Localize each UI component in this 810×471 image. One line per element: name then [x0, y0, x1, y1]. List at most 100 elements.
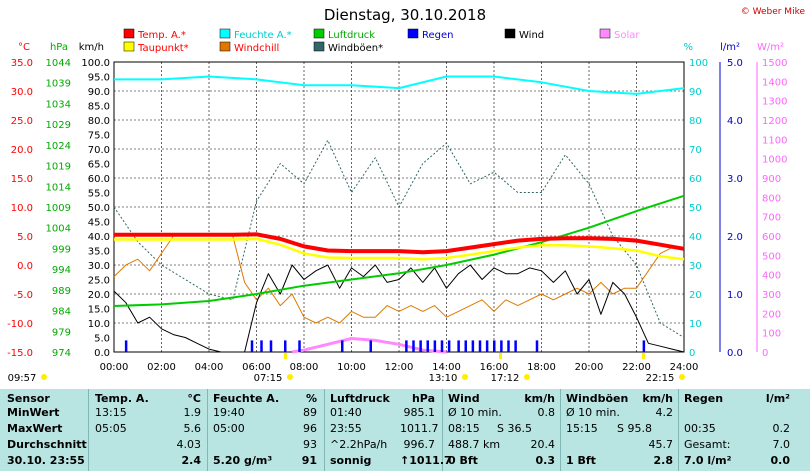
rain-bar: [412, 340, 415, 352]
cell-gust_m: S 95.8: [617, 422, 652, 435]
series-feuchtea-line: [114, 75, 685, 95]
pressure-tick-label: 1019: [46, 162, 71, 173]
solar-tick-label: 1500: [762, 58, 787, 69]
legend-label: Solar: [614, 30, 640, 41]
rain-bar: [535, 340, 539, 352]
cell-hum_v: 91: [301, 454, 317, 467]
row-label: MaxWert: [7, 422, 63, 435]
rain-bar: [433, 340, 437, 352]
pressure-tick-label: 1034: [46, 99, 71, 110]
legend-swatch: [123, 28, 135, 39]
cell-wind_t: 488.7 km: [448, 438, 501, 451]
cell-press_v: ↑1011.7: [400, 454, 452, 467]
legend-label: Feuchte A.*: [234, 30, 292, 41]
rain-tick-label: 2.0: [727, 232, 743, 243]
cell-gust_v: 4.2: [655, 406, 674, 419]
pressure-tick-label: 989: [52, 286, 71, 297]
solar-tick-label: 900: [762, 174, 781, 185]
legend-swatch: [313, 41, 325, 52]
marker-left-sun-icon: [41, 374, 47, 380]
divider: [560, 389, 561, 471]
rain-bar: [250, 340, 254, 352]
header-rain: Regen: [684, 392, 724, 405]
speed-tick-label: 20.0: [88, 290, 110, 301]
marker-sunset-sun-icon: [679, 374, 685, 380]
solar-tick-label: 300: [762, 290, 781, 301]
legend-label: Taupunkt*: [137, 43, 189, 54]
rain-bar: [341, 340, 344, 352]
table-row: 30.10. 23:55 2.4 5.20 g/m³ 91 sonnig ↑1011.7 0…: [0, 454, 810, 468]
speed-tick-label: 45.0: [88, 218, 110, 229]
pressure-tick-label: 994: [52, 265, 71, 276]
cell-hum_t: 19:40: [213, 406, 245, 419]
solar-tick-label: 500: [762, 251, 781, 262]
time-tick-label: 00:00: [100, 362, 129, 373]
header-gust-unit: km/h: [642, 392, 673, 405]
table-row: Durchschnitt 4.03 93 ^2.2hPa/h 996.7 488.7 km…: [0, 438, 810, 452]
sun-tick-icon: [642, 353, 645, 359]
solar-tick-label: 1400: [762, 77, 787, 88]
rain-bar: [507, 340, 510, 352]
cell-wind_v: 0.8: [537, 406, 556, 419]
cell-gust_v: 2.8: [653, 454, 674, 467]
rain-tick-label: 3.0: [727, 174, 743, 185]
temp-tick-label: 5.0: [17, 232, 33, 243]
humidity-tick-label: 10: [689, 319, 702, 330]
cell-press_v: 985.1: [403, 406, 436, 419]
unit-speed: km/h: [79, 42, 104, 53]
cell-temp_v: 5.6: [183, 422, 202, 435]
header-gust: Windböen: [566, 392, 629, 405]
series-wind-line: [113, 264, 685, 353]
cell-press_v: 1011.7: [400, 422, 439, 435]
humidity-tick-label: 0: [689, 348, 695, 359]
speed-tick-label: 100.0: [81, 58, 110, 69]
solar-tick-label: 200: [762, 309, 781, 320]
humidity-tick-label: 80: [689, 116, 702, 127]
rain-bar: [478, 340, 482, 352]
temp-tick-label: 30.0: [11, 87, 33, 98]
legend-swatch: [219, 28, 231, 39]
temp-tick-label: -10.0: [7, 319, 33, 330]
solar-tick-label: 1100: [762, 135, 787, 146]
series-layer: [113, 75, 685, 354]
solar-tick-label: 600: [762, 232, 781, 243]
header-wind-unit: km/h: [524, 392, 555, 405]
cell-gust_t: Ø 10 min.: [566, 406, 620, 419]
cell-temp_v: 1.9: [183, 406, 202, 419]
time-tick-label: 18:00: [527, 362, 556, 373]
legend-label: Temp. A.*: [137, 30, 186, 41]
legend-swatch: [407, 28, 419, 39]
marker-noon-sun-icon: [462, 374, 468, 380]
rain-bar: [500, 340, 503, 352]
marker-solar-peak: 17:12: [491, 373, 520, 384]
cell-gust_v: 45.7: [648, 438, 674, 451]
humidity-tick-label: 70: [689, 145, 702, 156]
cell-wind_t: Ø 10 min.: [448, 406, 502, 419]
temp-tick-label: 10.0: [11, 203, 33, 214]
series-taupunkt-line: [114, 237, 685, 261]
rain-bar: [464, 340, 467, 352]
pressure-tick-label: 1009: [46, 203, 71, 214]
humidity-tick-label: 50: [689, 203, 702, 214]
rain-tick-label: 5.0: [727, 58, 743, 69]
cell-rain_v: 0.0: [770, 454, 791, 467]
legend-label: Luftdruck: [328, 30, 375, 41]
marker-noon: 13:10: [429, 373, 458, 384]
solar-tick-label: 0: [762, 348, 768, 359]
time-tick-label: 10:00: [337, 362, 366, 373]
rain-bar: [369, 340, 372, 352]
pressure-tick-label: 999: [52, 244, 71, 255]
pressure-tick-label: 1029: [46, 120, 71, 131]
divider: [88, 389, 89, 471]
speed-tick-label: 90.0: [88, 87, 110, 98]
time-tick-label: 02:00: [147, 362, 176, 373]
cell-wind_v: 0.3: [535, 454, 556, 467]
marker-left: 09:57: [8, 373, 37, 384]
speed-tick-label: 15.0: [88, 305, 110, 316]
speed-tick-label: 85.0: [88, 102, 110, 113]
unit-temp: °C: [18, 42, 30, 53]
row-label: 30.10. 23:55: [7, 454, 85, 467]
speed-tick-label: 60.0: [88, 174, 110, 185]
rain-bar: [457, 340, 460, 352]
rain-bar: [260, 340, 263, 352]
